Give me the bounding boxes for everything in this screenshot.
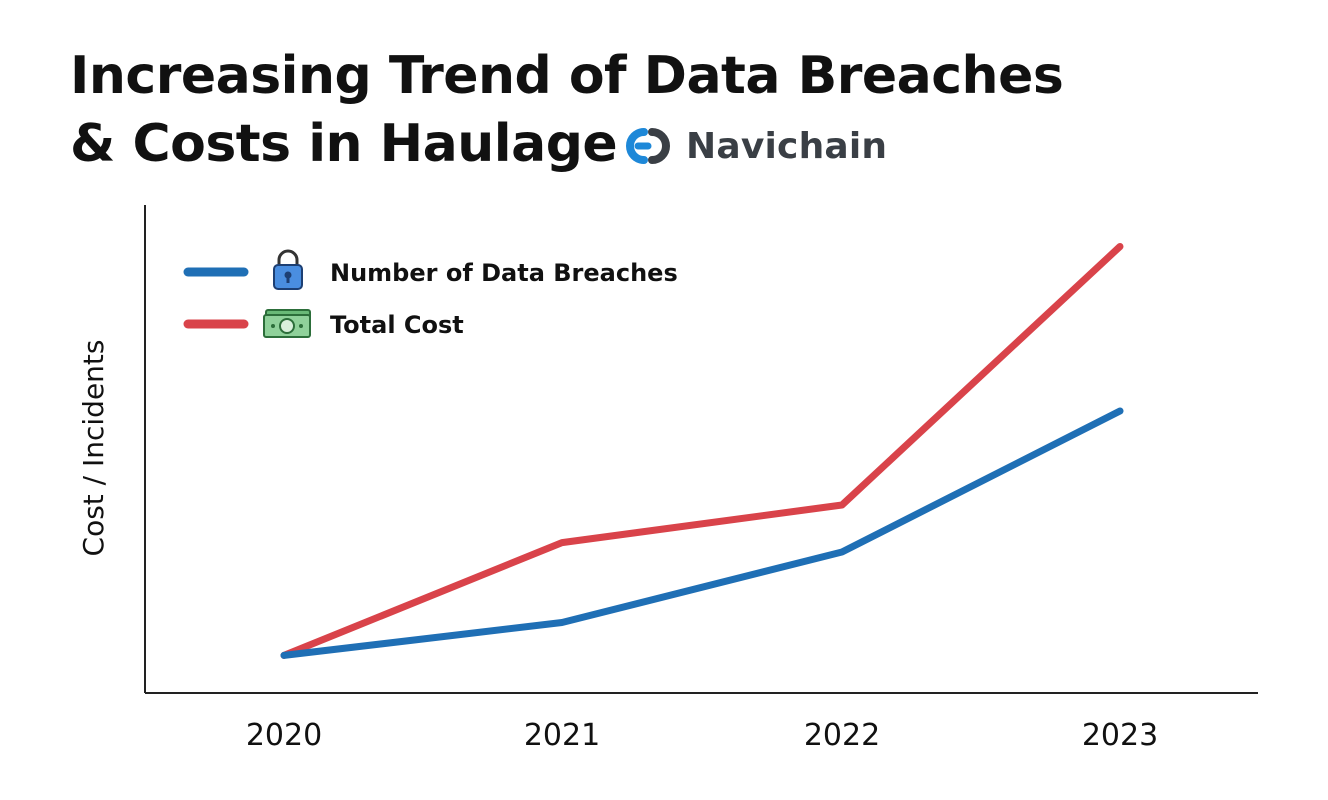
series-line-total-cost <box>280 243 1124 659</box>
legend-label-total-cost: Total Cost <box>330 311 464 339</box>
brand-logo: Navichain <box>618 116 887 176</box>
series-line-number-of-data-breaches <box>280 407 1124 659</box>
y-axis-label: Cost / Incidents <box>77 340 110 557</box>
x-tick-label: 2023 <box>1082 718 1158 753</box>
x-tick-labels: 2020 2021 2022 2023 <box>246 718 1158 753</box>
chart-series <box>280 243 1124 659</box>
brand-name: Navichain <box>686 125 888 167</box>
x-tick-label: 2022 <box>804 718 880 753</box>
chart-title-line-2: & Costs in Haulage <box>70 114 618 174</box>
chart-axes <box>144 205 1258 694</box>
x-tick-label: 2020 <box>246 718 322 753</box>
chart-title: Increasing Trend of Data Breaches & Cost… <box>70 42 1064 178</box>
lock-icon <box>273 249 303 290</box>
cash-icon <box>263 309 311 338</box>
navichain-logo-icon <box>626 128 670 164</box>
x-tick-label: 2021 <box>524 718 600 753</box>
legend-label-number-of-data-breaches: Number of Data Breaches <box>330 259 678 287</box>
chart-title-line-1: Increasing Trend of Data Breaches <box>70 46 1064 106</box>
chart-legend: Number of Data Breaches Total Cost <box>183 249 678 339</box>
